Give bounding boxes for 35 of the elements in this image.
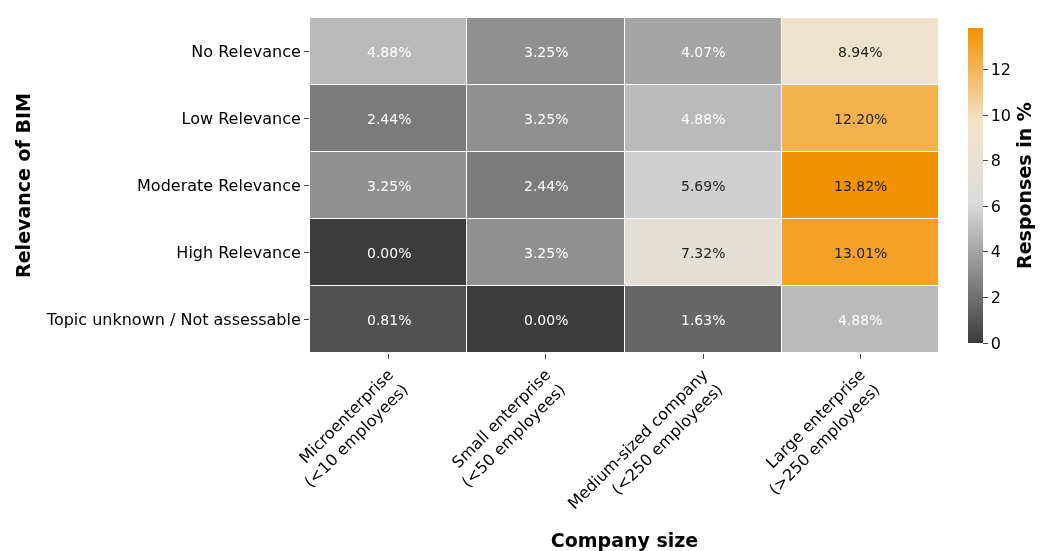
data-label: 4.88%	[367, 44, 412, 60]
color-bar-label: 0	[990, 333, 1001, 353]
data-label: 4.88%	[838, 312, 883, 328]
data-label: 13.01%	[834, 245, 888, 261]
y-tick-label: Topic unknown / Not assessable	[45, 310, 301, 330]
data-label: 4.07%	[681, 44, 726, 60]
y-axis-title: Relevance of BIM	[11, 93, 34, 278]
data-label: 4.88%	[681, 111, 726, 127]
color-bar-title: Responses in %	[1013, 102, 1036, 269]
color-bar-label: 10	[990, 105, 1012, 125]
color-bar-label: 4	[990, 242, 1001, 262]
data-label: 5.69%	[681, 178, 726, 194]
data-label: 0.81%	[367, 312, 412, 328]
color-bar-label: 2	[990, 288, 1001, 308]
data-label: 2.44%	[367, 111, 412, 127]
data-label: 3.25%	[524, 245, 569, 261]
data-label: 0.00%	[524, 312, 569, 328]
color-bar-label: 12	[990, 60, 1012, 80]
color-bar-label: 8	[990, 151, 1001, 171]
x-axis-title: Company size	[550, 529, 699, 551]
data-label: 7.32%	[681, 245, 726, 261]
color-bar-label: 6	[990, 196, 1001, 216]
y-tick-label: Low Relevance	[181, 109, 301, 129]
data-label: 0.00%	[367, 245, 412, 261]
data-label: 12.20%	[834, 111, 888, 127]
data-label: 3.25%	[367, 178, 412, 194]
y-tick-label: High Relevance	[176, 243, 301, 263]
data-label: 3.25%	[524, 111, 569, 127]
y-tick-label: No Relevance	[191, 42, 301, 62]
data-label: 1.63%	[681, 312, 726, 328]
data-label: 13.82%	[834, 178, 888, 194]
y-tick-label: Moderate Relevance	[137, 176, 301, 196]
data-label: 2.44%	[524, 178, 569, 194]
data-label: 8.94%	[838, 44, 883, 60]
data-label: 3.25%	[524, 44, 569, 60]
